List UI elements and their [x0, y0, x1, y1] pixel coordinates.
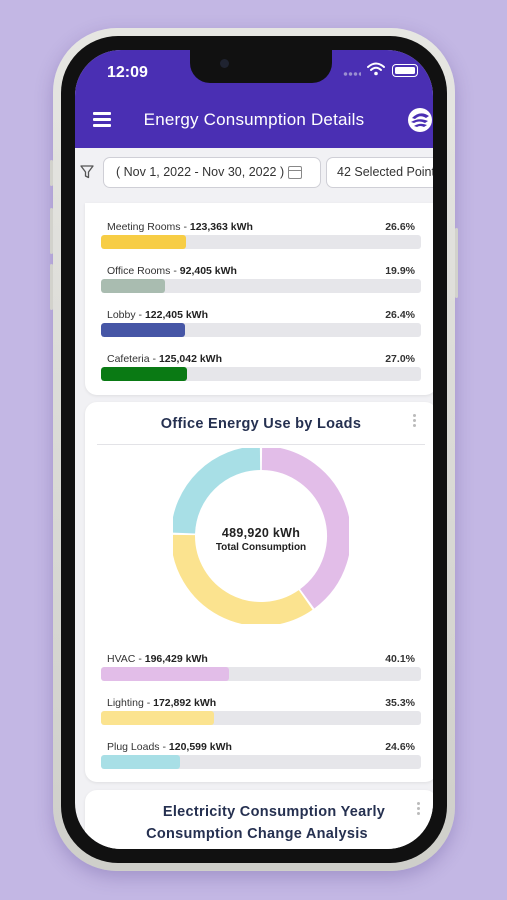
more-options-icon[interactable]: [417, 802, 421, 817]
room-percent: 26.6%: [385, 221, 415, 233]
progress-track: [101, 323, 421, 337]
camera-icon: [220, 59, 229, 68]
progress-fill: [101, 279, 165, 293]
list-item: HVAC - 196,429 kWh 40.1%: [101, 653, 421, 693]
load-name: HVAC: [107, 653, 136, 665]
page-title: Energy Consumption Details: [143, 110, 365, 129]
notch: [190, 50, 332, 83]
donut-chart-svg: [171, 446, 351, 626]
list-item: Meeting Rooms - 123,363 kWh 26.6%: [101, 221, 421, 261]
progress-fill: [101, 323, 186, 337]
date-range-picker[interactable]: ( Nov 1, 2022 - Nov 30, 2022 ): [103, 157, 321, 188]
more-options-icon[interactable]: [413, 414, 417, 429]
room-value: 125,042 kWh: [158, 353, 222, 365]
points-selector[interactable]: 42 Selected Points: [326, 157, 433, 188]
load-percent: 24.6%: [385, 741, 415, 753]
progress-track: [101, 711, 421, 725]
status-bar: 12:09: [75, 50, 433, 96]
load-percent: 35.3%: [385, 697, 415, 709]
card-title: Office Energy Use by Loads: [160, 416, 362, 432]
load-name: Lighting: [107, 697, 144, 709]
load-name: Plug Loads: [107, 741, 160, 753]
list-item: Lobby - 122,405 kWh 26.4%: [101, 309, 421, 349]
status-time: 12:09: [107, 64, 148, 81]
total-consumption-value: 489,920 kWh: [221, 526, 301, 540]
filter-bar: ( Nov 1, 2022 - Nov 30, 2022 ) 42 Select…: [75, 148, 433, 198]
load-percent: 40.1%: [385, 653, 415, 665]
room-percent: 26.4%: [385, 309, 415, 321]
list-item: Lighting - 172,892 kWh 35.3%: [101, 697, 421, 737]
progress-fill: [101, 711, 214, 725]
brand-logo-icon[interactable]: [408, 108, 432, 132]
divider: [97, 444, 425, 445]
total-consumption-label: Total Consumption: [215, 542, 307, 553]
filter-icon[interactable]: [80, 165, 94, 179]
room-percent: 27.0%: [385, 353, 415, 365]
calendar-icon: [288, 166, 302, 179]
room-consumption-card: Meeting Rooms - 123,363 kWh 26.6% Office…: [85, 203, 433, 395]
signal-icon: [343, 72, 361, 76]
room-name: Office Rooms: [107, 265, 171, 277]
load-value: 196,429 kWh: [144, 653, 208, 665]
load-value: 120,599 kWh: [168, 741, 232, 753]
donut-slice: [171, 446, 261, 534]
room-value: 92,405 kWh: [179, 265, 237, 277]
loads-card: Office Energy Use by Loads 489,920 kWh T…: [85, 402, 433, 782]
app-screen: 12:09 Energy Consumption Details: [75, 50, 433, 849]
room-percent: 19.9%: [385, 265, 415, 277]
progress-track: [101, 367, 421, 381]
progress-fill: [101, 235, 187, 249]
phone-frame: 12:09 Energy Consumption Details: [50, 28, 458, 871]
progress-fill: [101, 667, 230, 681]
load-value: 172,892 kWh: [153, 697, 217, 709]
list-item: Plug Loads - 120,599 kWh 24.6%: [101, 741, 421, 781]
room-name: Meeting Rooms: [107, 221, 181, 233]
progress-track: [101, 279, 421, 293]
progress-fill: [101, 755, 180, 769]
donut-slice: [261, 446, 351, 609]
card-title-line2: Consumption Change Analysis: [146, 826, 368, 842]
donut-chart: 489,920 kWh Total Consumption: [171, 446, 351, 626]
wifi-icon: [367, 62, 385, 76]
app-header: Energy Consumption Details: [75, 96, 433, 148]
list-item: Cafeteria - 125,042 kWh 27.0%: [101, 353, 421, 393]
date-range-text: ( Nov 1, 2022 - Nov 30, 2022 ): [116, 165, 285, 179]
donut-slice: [171, 534, 313, 626]
progress-track: [101, 235, 421, 249]
hamburger-menu-icon[interactable]: [93, 112, 111, 127]
card-title-line1: Electricity Consumption Yearly: [162, 804, 386, 820]
battery-icon: [392, 64, 418, 77]
room-value: 123,363 kWh: [189, 221, 253, 233]
points-selector-text: 42 Selected Points: [337, 165, 433, 179]
progress-track: [101, 667, 421, 681]
room-name: Lobby: [107, 309, 136, 321]
progress-fill: [101, 367, 188, 381]
progress-track: [101, 755, 421, 769]
list-item: Office Rooms - 92,405 kWh 19.9%: [101, 265, 421, 305]
room-name: Cafeteria: [107, 353, 150, 365]
room-value: 122,405 kWh: [144, 309, 208, 321]
yearly-analysis-card: Electricity Consumption Yearly Consumpti…: [85, 790, 433, 849]
